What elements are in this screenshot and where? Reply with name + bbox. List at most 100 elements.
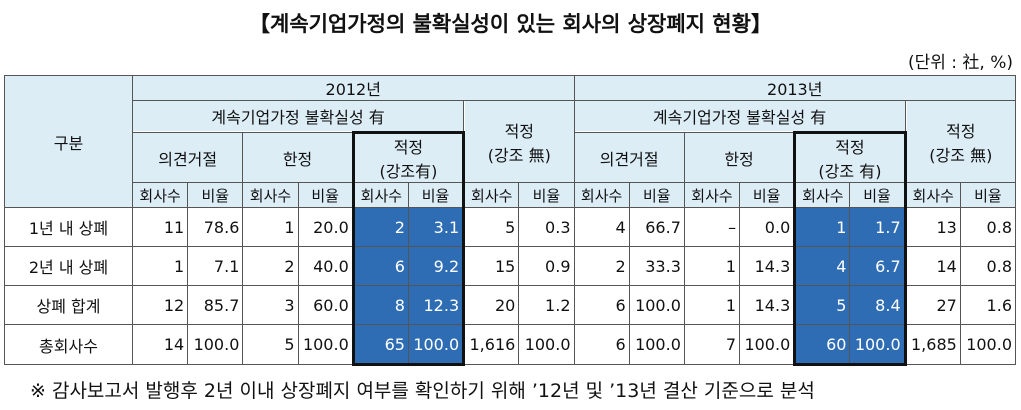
cell-line: 적정: [504, 121, 535, 141]
data-cell: 1.6: [959, 285, 1017, 325]
data-cell: 100.0: [407, 324, 466, 366]
data-cell: 12: [131, 285, 189, 325]
cell-line: 한정: [724, 149, 754, 169]
cell-line: (강조有): [379, 162, 438, 181]
data-cell: 100.0: [518, 324, 575, 365]
cell-line: 적정: [835, 138, 865, 157]
data-cell: 1,616: [463, 324, 520, 365]
data-cell: 100.0: [187, 324, 244, 365]
cell-line: (강조 無): [929, 145, 993, 165]
data-cell: 2: [351, 207, 409, 247]
data-cell: –: [683, 207, 741, 247]
data-row: 총회사수 14 100.0 5 100.0 65 100.0 1,616 100.0 6 100.0…: [4, 324, 1017, 366]
title: 【계속기업가정의 불확실성이 있는 회사의 상장폐지 현황】: [249, 12, 772, 36]
data-cell: 14.3: [739, 246, 796, 286]
data-cell: 65: [351, 324, 409, 366]
row-label: 2년 내 상폐: [4, 246, 133, 286]
cell-line: 적정: [393, 138, 424, 157]
group-header: 계속기업가정 불확실성 有: [131, 100, 465, 133]
other-header: 적정 (강조 無): [904, 100, 1017, 183]
data-cell: 100.0: [849, 324, 907, 366]
data-cell: 14: [131, 324, 189, 365]
sub-header: 회사수: [351, 182, 409, 208]
sub-header: 회사수: [904, 182, 961, 208]
data-cell: 15: [463, 246, 520, 286]
unit: (단위 : 社, %): [907, 53, 1013, 73]
header-row: 구분 2012년 2013년: [4, 75, 1016, 208]
opinion-header: 의견거절: [131, 132, 244, 183]
sub-header: 비율: [739, 182, 796, 208]
data-cell: 1.2: [518, 285, 575, 325]
group-header: 계속기업가정 불확실성 有: [573, 100, 906, 133]
sub-header: 회사수: [793, 182, 851, 208]
data-cell: 1: [242, 207, 299, 247]
sub-header: 비율: [407, 182, 466, 208]
data-cell: 100.0: [297, 324, 354, 365]
sub-header: 비율: [849, 182, 907, 208]
corner-header: 구분: [4, 75, 133, 208]
data-cell: 6.7: [849, 246, 907, 286]
data-cell: 3.1: [407, 207, 466, 247]
data-row: 2년 내 상폐 1 7.1 2 40.0 6 9.2 15 0.9 2 33.3 1 14.3 4 6.7 1…: [4, 246, 1017, 286]
year-header: 2013년: [573, 75, 1016, 101]
opinion-header: 적정 (강조有): [351, 131, 466, 183]
data-cell: 0.3: [518, 207, 575, 247]
data-cell: 0.9: [518, 246, 575, 286]
data-cell: 12.3: [407, 285, 466, 325]
sub-header: 회사수: [131, 182, 189, 208]
data-cell: 0.0: [739, 207, 796, 247]
sub-header: 회사수: [683, 182, 741, 208]
data-cell: 1: [131, 246, 189, 286]
data-cell: 1: [683, 246, 741, 286]
table: 구분 2012년 2013년 계속기업가정 불확실성 有 적정 (강조 無) 계속기업가정 …: [4, 75, 1017, 366]
row-label: 1년 내 상폐: [4, 207, 133, 247]
data-row: 1년 내 상폐 11 78.6 1 20.0 2 3.1 5 0.3 4 66.7–0.0 1 1.7 1…: [4, 207, 1017, 247]
data-cell: 85.7: [187, 285, 244, 325]
opinion-header: 적정 (강조 有): [793, 131, 907, 183]
data-cell: 1.7: [849, 207, 907, 247]
header-row: 회사수 비율 회사수 비율 회사수 비율 회사수 비율 회사수 비율 회사수 비율 회사수 비율 회사수 비율: [5, 182, 1017, 208]
year-header: 2012년: [132, 75, 575, 101]
data-cell: 1,685: [904, 324, 961, 365]
cell-line: (강조 無): [487, 145, 551, 165]
data-cell: 4: [793, 246, 851, 286]
data-cell: 5: [242, 324, 299, 365]
sub-header: 회사수: [573, 182, 630, 208]
header-row: 의견거절 한정 적정 (강조有) 의견거절 한정 적정 (강조 有): [5, 131, 1016, 183]
data-cell: 0.8: [959, 246, 1017, 286]
data-cell: 33.3: [628, 246, 685, 286]
data-cell: 9.2: [407, 246, 466, 286]
cell-line: 의견거절: [599, 149, 659, 169]
data-cell: 8.4: [849, 285, 907, 325]
opinion-header: 한정: [242, 132, 354, 183]
data-cell: 27: [904, 285, 961, 325]
data-cell: 20: [463, 285, 520, 325]
data-cell: 6: [351, 246, 409, 286]
sub-header: 비율: [959, 182, 1017, 208]
data-cell: 100.0: [628, 285, 685, 325]
cell-line: 적정: [946, 121, 976, 141]
data-cell: 14.3: [739, 285, 796, 325]
data-cell: 2: [573, 246, 630, 286]
data-cell: 20.0: [297, 207, 354, 247]
sub-header: 비율: [187, 182, 244, 208]
data-cell: 0.8: [959, 207, 1017, 247]
data-cell: 1: [793, 207, 851, 247]
opinion-header: 의견거절: [573, 132, 685, 183]
data-cell: 4: [573, 207, 630, 247]
sub-header: 비율: [518, 182, 575, 208]
data-cell: 2: [242, 246, 299, 286]
data-cell: 100.0: [628, 324, 685, 365]
opinion-header: 한정: [683, 132, 796, 183]
cell-line: 의견거절: [158, 149, 218, 169]
sub-header: 비율: [628, 182, 685, 208]
data-cell: 1: [683, 285, 741, 325]
data-cell: 100.0: [959, 324, 1017, 365]
data-cell: 14: [904, 246, 961, 286]
data-cell: 66.7: [628, 207, 685, 247]
data-cell: 5: [463, 207, 520, 247]
footnote: ※ 감사보고서 발행후 2년 이내 상장폐지 여부를 확인하기 위해 ’12년 …: [30, 380, 815, 402]
data-cell: 100.0: [739, 324, 796, 365]
data-cell: 8: [351, 285, 409, 325]
